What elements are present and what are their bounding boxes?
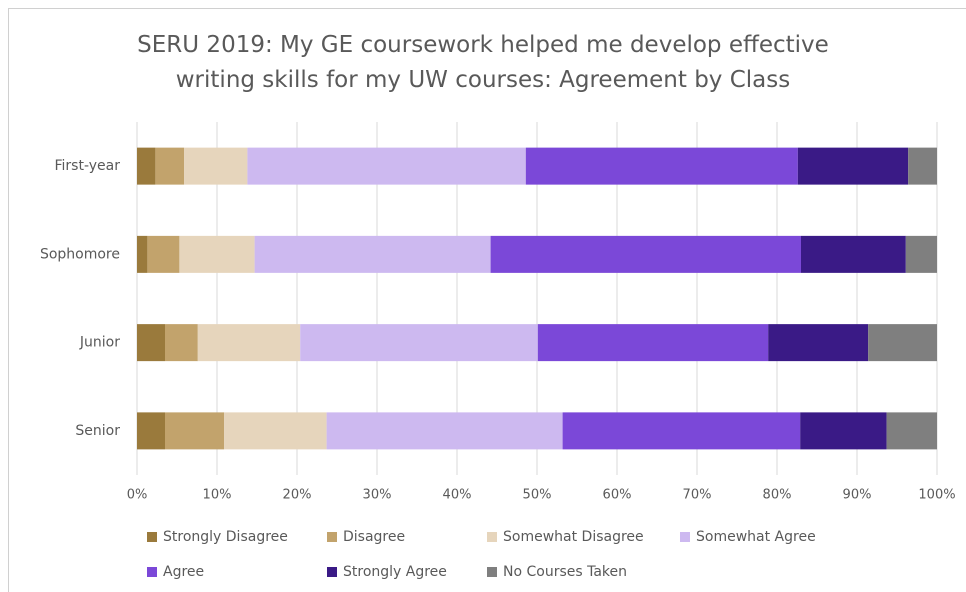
y-tick-label: Sophomore (40, 246, 120, 262)
x-tick-label: 90% (843, 488, 872, 503)
bar-segment (165, 412, 225, 450)
bar-segment (165, 324, 198, 362)
legend-label: Strongly Disagree (163, 529, 288, 545)
bar-segment (147, 235, 180, 273)
x-tick-label: 0% (127, 488, 148, 503)
bar-segment (137, 412, 165, 450)
legend-swatch (487, 532, 497, 542)
y-tick-label: Senior (75, 423, 120, 439)
legend-label: Disagree (343, 529, 405, 545)
legend-swatch (327, 567, 337, 577)
bar-segment (326, 412, 563, 450)
bar-segment (137, 235, 148, 273)
legend-swatch (327, 532, 337, 542)
bar-segment (224, 412, 327, 450)
bar-segment (197, 324, 301, 362)
bar-segment (490, 235, 801, 273)
legend-label: Strongly Agree (343, 564, 447, 580)
x-tick-label: 80% (763, 488, 792, 503)
legend-label: Somewhat Disagree (503, 529, 644, 545)
bar-segment (300, 324, 538, 362)
bar-segment (797, 147, 909, 185)
legend-label: Agree (163, 564, 204, 580)
bar-segment (537, 324, 769, 362)
x-tick-label: 30% (363, 488, 392, 503)
legend-swatch (487, 567, 497, 577)
x-tick-label: 60% (603, 488, 632, 503)
x-tick-label: 40% (443, 488, 472, 503)
bar-segment (801, 235, 906, 273)
bar-segment (184, 147, 248, 185)
y-tick-label: Junior (79, 335, 120, 351)
legend-swatch (147, 532, 157, 542)
x-tick-label: 70% (683, 488, 712, 503)
x-tick-label: 100% (918, 488, 955, 503)
bar-segment (886, 412, 937, 450)
bar-segment (525, 147, 798, 185)
bar-segment (137, 147, 156, 185)
bar-segment (768, 324, 869, 362)
bar-segment (908, 147, 937, 185)
chart-title: SERU 2019: My GE coursework helped me de… (137, 32, 829, 93)
x-tick-label: 20% (283, 488, 312, 503)
bar-segment (137, 324, 165, 362)
bar-segment (247, 147, 526, 185)
chart-frame (8, 8, 966, 592)
x-tick-label: 50% (523, 488, 552, 503)
x-tick-label: 10% (203, 488, 232, 503)
legend-swatch (680, 532, 690, 542)
bar-segment (562, 412, 801, 450)
bar-segment (800, 412, 887, 450)
bar-segment (254, 235, 491, 273)
bar-segment (905, 235, 937, 273)
bar-segment (868, 324, 937, 362)
legend-label: No Courses Taken (503, 564, 627, 580)
bar-segment (155, 147, 185, 185)
y-tick-label: First-year (54, 158, 120, 174)
legend-swatch (147, 567, 157, 577)
bar-segment (179, 235, 255, 273)
legend-label: Somewhat Agree (696, 529, 816, 545)
